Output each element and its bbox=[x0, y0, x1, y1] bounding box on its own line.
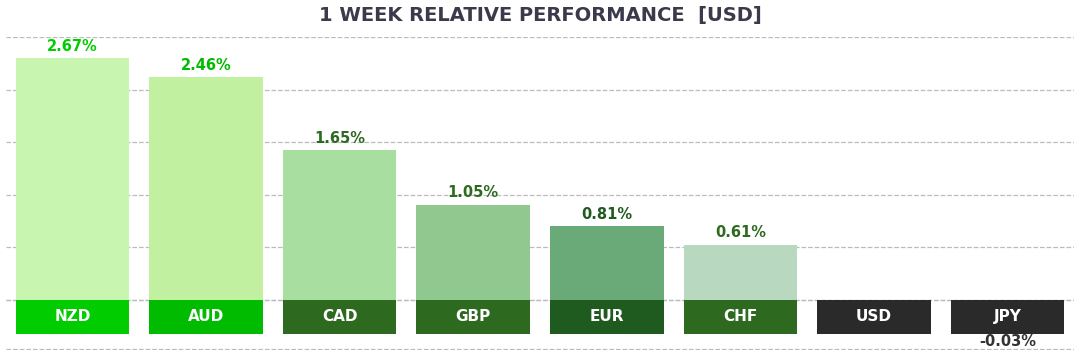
Bar bbox=[417, 300, 530, 334]
Text: CHF: CHF bbox=[724, 309, 757, 324]
Bar bbox=[15, 58, 130, 300]
Text: NZD: NZD bbox=[54, 309, 91, 324]
Text: 2.46%: 2.46% bbox=[180, 58, 231, 73]
Title: 1 WEEK RELATIVE PERFORMANCE  [USD]: 1 WEEK RELATIVE PERFORMANCE [USD] bbox=[319, 6, 761, 25]
Bar bbox=[550, 226, 663, 300]
Bar bbox=[950, 300, 1065, 334]
Text: JPY: JPY bbox=[994, 309, 1022, 324]
Bar bbox=[283, 150, 396, 300]
Text: 1.65%: 1.65% bbox=[314, 131, 365, 146]
Text: AUD: AUD bbox=[188, 309, 224, 324]
Bar bbox=[818, 300, 931, 334]
Text: CAD: CAD bbox=[322, 309, 357, 324]
Bar bbox=[684, 245, 797, 300]
Bar bbox=[417, 205, 530, 300]
Bar bbox=[149, 300, 262, 334]
Bar bbox=[283, 300, 396, 334]
Text: 2.67%: 2.67% bbox=[48, 38, 97, 53]
Bar bbox=[684, 300, 797, 334]
Bar bbox=[550, 300, 663, 334]
Text: EUR: EUR bbox=[590, 309, 624, 324]
Text: 0.61%: 0.61% bbox=[715, 225, 766, 240]
Text: GBP: GBP bbox=[456, 309, 490, 324]
Text: 1.05%: 1.05% bbox=[447, 185, 499, 200]
Bar bbox=[15, 300, 130, 334]
Text: USD: USD bbox=[856, 309, 892, 324]
Text: -0.03%: -0.03% bbox=[980, 334, 1036, 349]
Text: 0.81%: 0.81% bbox=[581, 207, 633, 222]
Bar bbox=[149, 77, 262, 300]
